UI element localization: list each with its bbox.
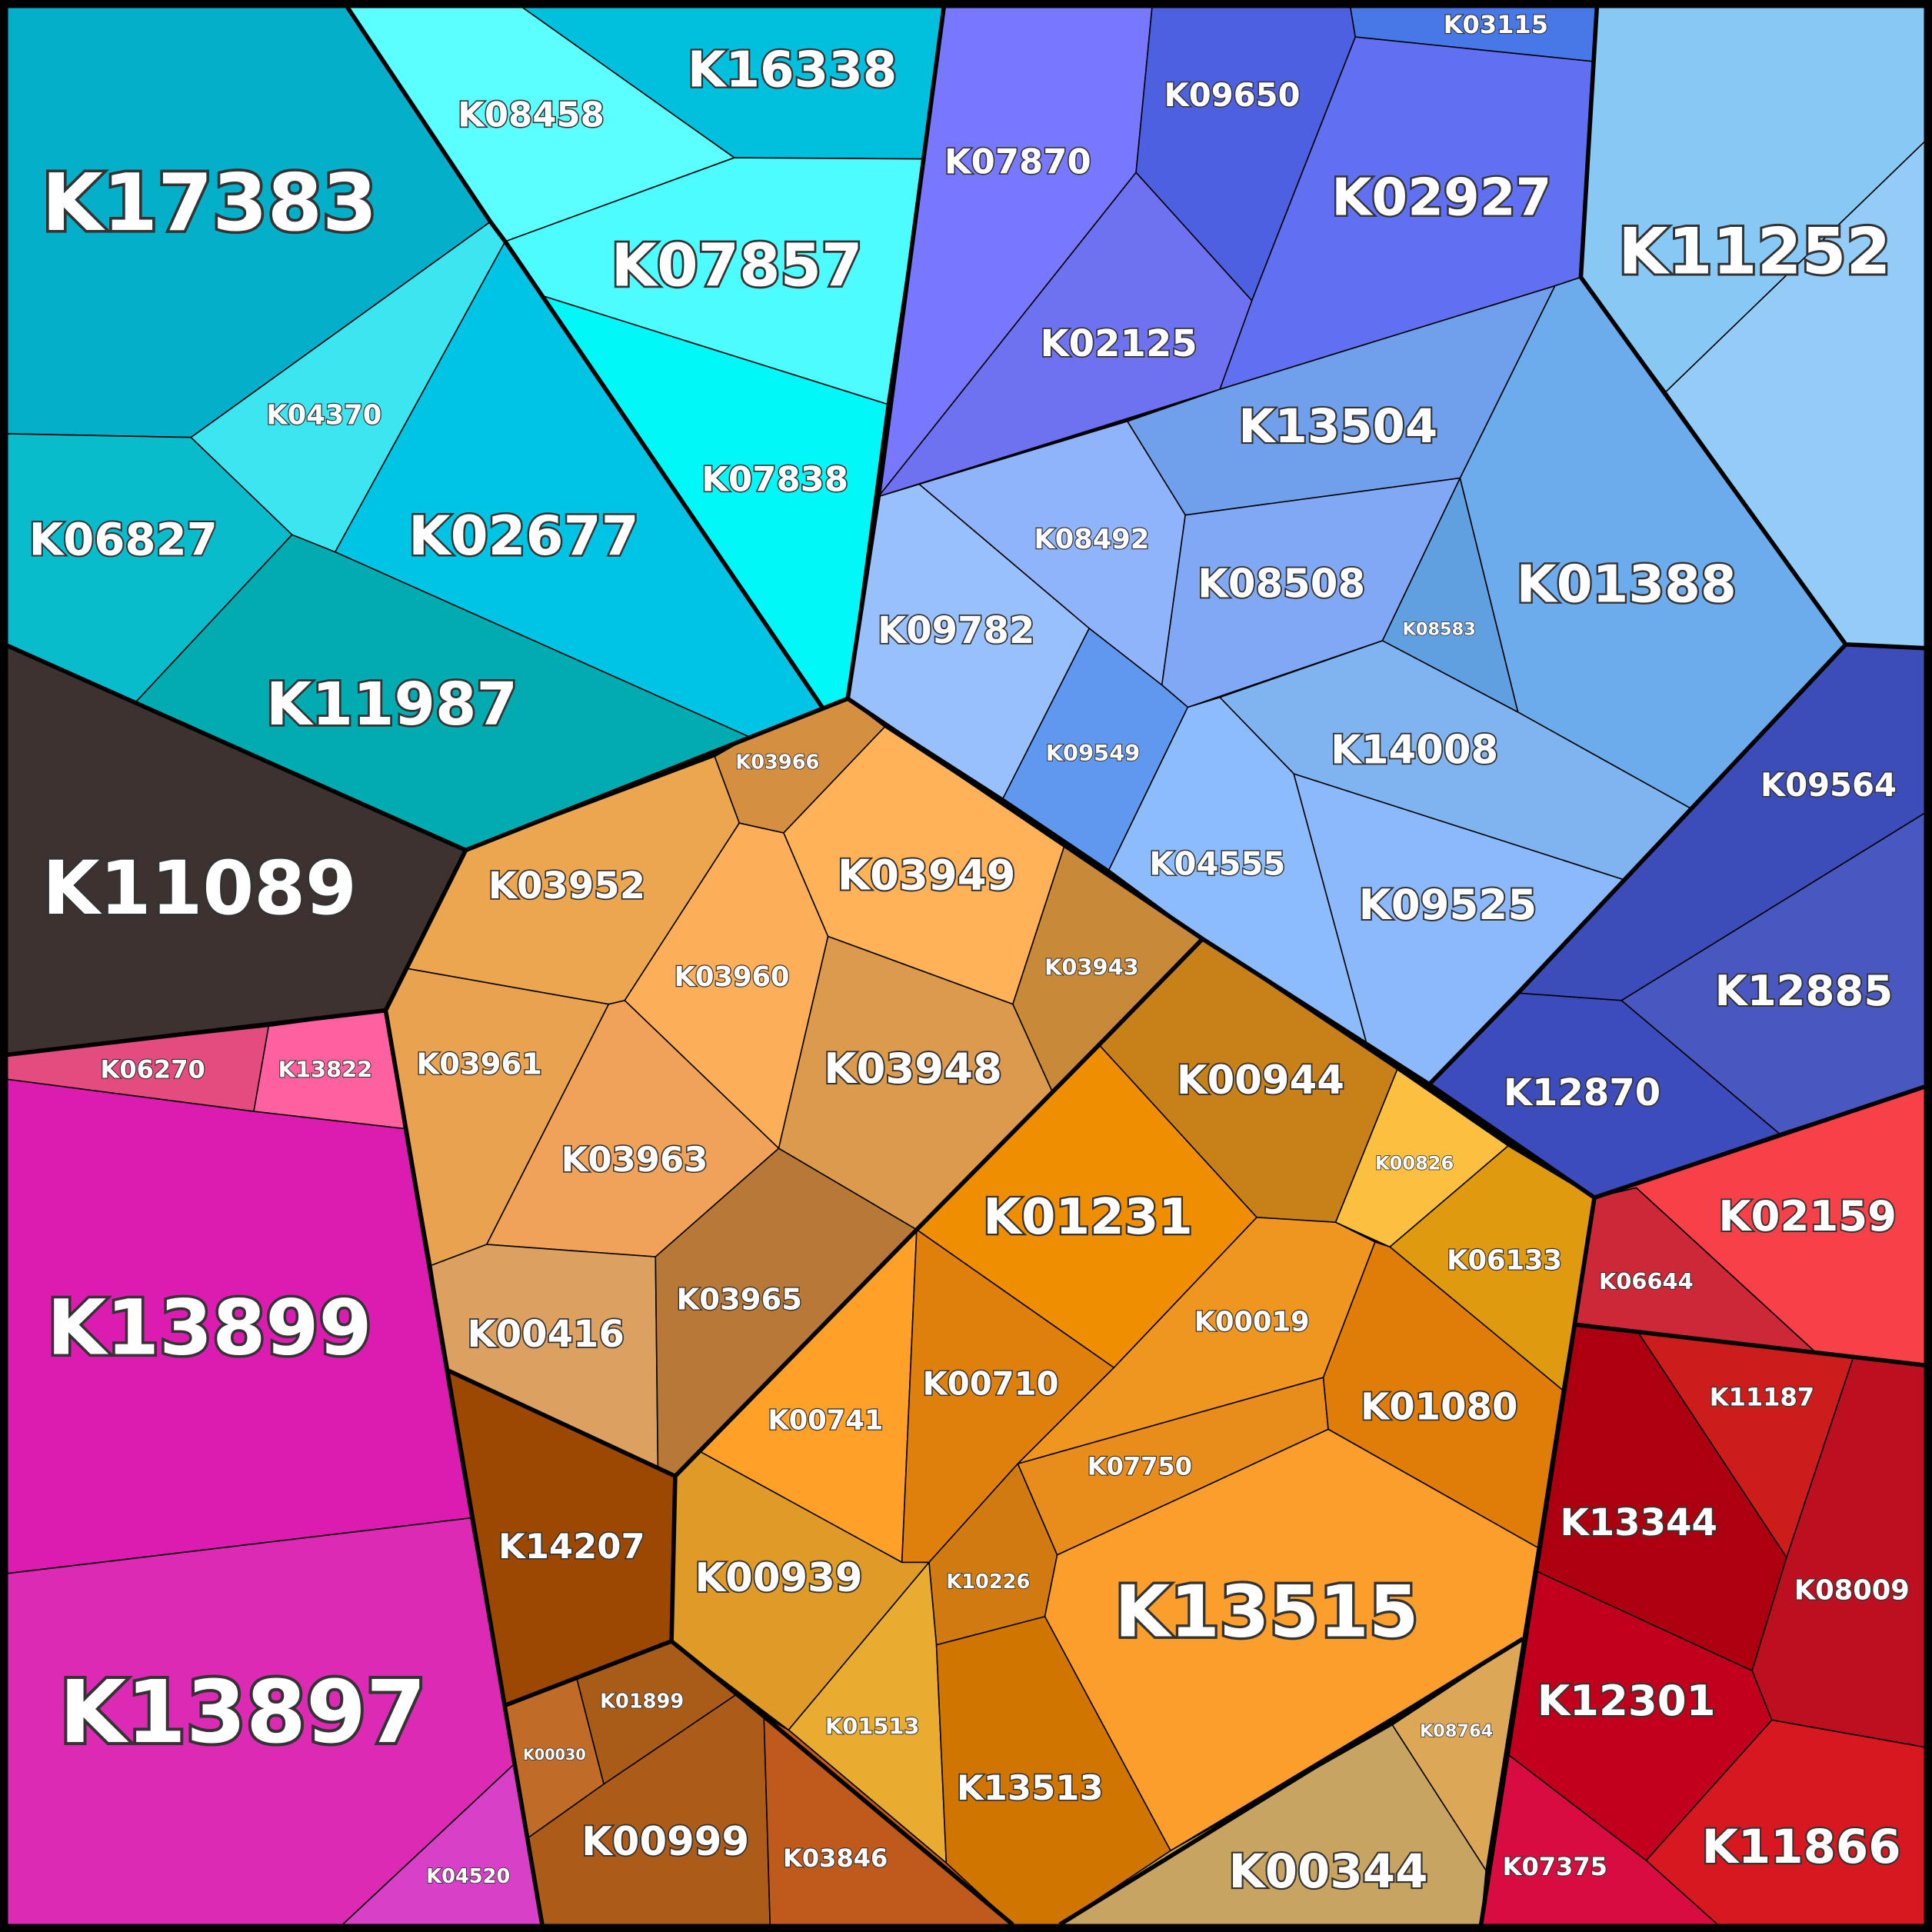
cell-label: K02125	[1040, 322, 1197, 365]
cell-label: K06270	[101, 1055, 205, 1084]
border	[1578, 7, 1925, 651]
cell-label: K02677	[408, 505, 639, 568]
cell-label: K02159	[1718, 1191, 1897, 1241]
cell-label: K03948	[824, 1044, 1002, 1093]
cell-label: K12870	[1504, 1071, 1661, 1114]
cell-label: K06644	[1599, 1268, 1694, 1294]
cell-label: K13822	[278, 1057, 373, 1083]
border	[345, 6, 825, 710]
cell-label: K01899	[600, 1690, 684, 1713]
cell-label: K03943	[1044, 954, 1139, 981]
border	[446, 937, 1204, 1479]
cell-label: K11252	[1618, 214, 1890, 288]
cell-label: K12885	[1715, 966, 1894, 1015]
cell-label: K03960	[675, 961, 790, 993]
cell-label: K00826	[1375, 1152, 1454, 1174]
cell-label: K13515	[1114, 1570, 1418, 1653]
cell-label: K03952	[488, 864, 645, 908]
cell-label: K03949	[838, 850, 1016, 899]
cell-label: K01513	[825, 1713, 920, 1739]
cell-label: K01388	[1517, 554, 1737, 614]
cell-label: K00741	[768, 1405, 883, 1437]
cell-label: K08508	[1198, 561, 1365, 607]
border	[7, 1008, 386, 1058]
cell-label: K03961	[416, 1048, 542, 1082]
cell-label: K06827	[29, 514, 218, 566]
cell-label: K02927	[1331, 167, 1551, 227]
cell-label: K03966	[735, 751, 819, 774]
cell-label: K07870	[944, 141, 1091, 182]
cell-label: K00030	[523, 1746, 586, 1764]
cell-label: K13897	[59, 1663, 426, 1763]
border	[1594, 1084, 1926, 1200]
cell-label: K04370	[266, 399, 381, 431]
cell-label: K13899	[47, 1284, 371, 1373]
cell-label: K09782	[878, 609, 1034, 652]
cell-label: K04555	[1149, 845, 1285, 883]
cell-label: K16338	[688, 42, 898, 98]
cell-label: K11089	[42, 845, 357, 931]
cell-label: K11987	[266, 671, 518, 739]
cell-label: K07750	[1088, 1451, 1192, 1481]
cell-label: K04520	[426, 1865, 510, 1888]
cell-label: K07857	[611, 232, 863, 301]
border	[1427, 642, 1847, 1086]
cell-label: K11866	[1702, 1820, 1901, 1874]
cell-label: K03115	[1444, 10, 1548, 39]
cell-label: K00710	[922, 1365, 1058, 1403]
cell-label: K08764	[1420, 1721, 1493, 1741]
cell-label: K14008	[1331, 728, 1498, 774]
cell-label: K00344	[1229, 1844, 1428, 1899]
cell-label: K09650	[1164, 76, 1300, 114]
cells	[6, 6, 1926, 1926]
cell-label: K10226	[946, 1571, 1030, 1594]
cell-label: K03963	[561, 1139, 708, 1180]
cell-label: K01080	[1361, 1386, 1517, 1429]
group-borders	[6, 6, 1926, 1927]
cell-label: K00944	[1177, 1058, 1344, 1104]
cell-label: K08583	[1403, 620, 1476, 640]
cell-label: K13344	[1561, 1501, 1717, 1544]
labels: K17383 K08458 K16338 K07857 K07838 K04370 K026…	[28, 9, 1911, 1900]
cell-label: K14207	[498, 1526, 645, 1567]
cell-label: K00019	[1194, 1306, 1310, 1337]
border	[1574, 1322, 1925, 1367]
cell-label: K00939	[695, 1555, 862, 1601]
border	[670, 1639, 1014, 1927]
cell-label: K08009	[1794, 1575, 1910, 1607]
border	[383, 849, 545, 1925]
cell-label: K13513	[957, 1767, 1104, 1808]
cell-label: K09564	[1760, 766, 1897, 804]
cell-label: K06133	[1447, 1244, 1562, 1276]
cell-label: K13504	[1238, 399, 1437, 454]
cell-label: K00416	[468, 1313, 625, 1356]
cell-label: K01231	[983, 1189, 1193, 1246]
cell-label: K11187	[1710, 1383, 1814, 1412]
cell-label: K08492	[1034, 524, 1149, 555]
cell-label: K00999	[581, 1819, 749, 1865]
cell-label: K07838	[701, 459, 848, 500]
cell-label: K03965	[676, 1283, 802, 1317]
cell	[1161, 477, 1461, 708]
cell-label: K03846	[783, 1844, 888, 1873]
cell-label: K09549	[1046, 740, 1141, 766]
cell-label: K09525	[1359, 880, 1537, 929]
cell-label: K17383	[42, 158, 377, 249]
cell-label: K08458	[458, 94, 605, 135]
cell-label: K07375	[1503, 1852, 1607, 1881]
border	[1058, 1637, 1524, 1927]
cell-label: K12301	[1537, 1676, 1716, 1725]
